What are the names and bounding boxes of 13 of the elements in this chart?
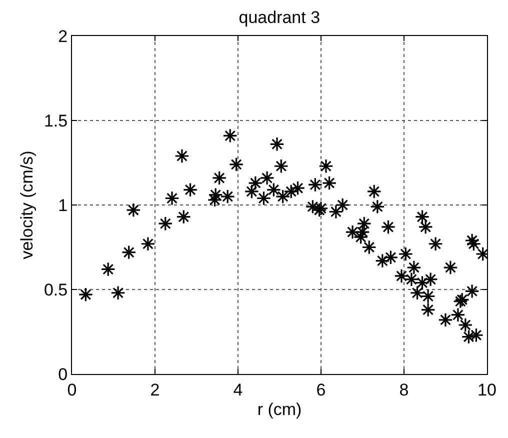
y-tick-label: 1 xyxy=(58,196,68,215)
y-tick-label: 2 xyxy=(58,26,68,46)
x-tick-label: 6 xyxy=(316,380,326,400)
y-tick-label: 0.5 xyxy=(44,280,68,300)
y-tick-label: 1.5 xyxy=(44,111,68,130)
x-axis-title: r (cm) xyxy=(257,400,302,419)
x-tick-label: 10 xyxy=(478,380,496,400)
x-tick-label: 2 xyxy=(150,380,160,400)
chart-title: quadrant 3 xyxy=(238,8,320,27)
y-axis-title: velocity (cm/s) xyxy=(18,150,37,260)
x-tick-label: 8 xyxy=(399,380,409,400)
x-tick-label: 4 xyxy=(233,380,243,400)
y-tick-label: 0 xyxy=(58,364,68,384)
